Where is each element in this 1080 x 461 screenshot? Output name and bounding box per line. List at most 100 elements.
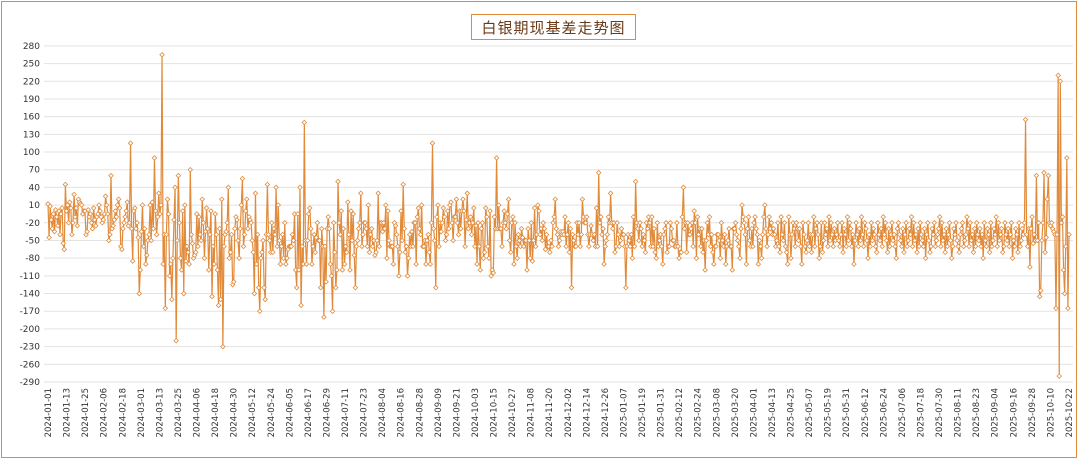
data-point	[68, 205, 74, 211]
data-point	[700, 249, 706, 256]
data-point	[880, 214, 887, 220]
chart-title-box: 白银期现基差走势图	[471, 14, 636, 40]
data-point	[356, 220, 363, 226]
x-tick-label: 2024-09-21	[452, 388, 462, 437]
data-point	[213, 231, 220, 238]
data-point	[46, 234, 52, 241]
data-point	[519, 234, 526, 241]
x-tick-label: 2024-07-23	[360, 388, 370, 437]
data-point	[465, 225, 472, 232]
data-point	[873, 249, 880, 256]
data-point	[1004, 237, 1010, 244]
data-point	[997, 231, 1004, 238]
data-point	[728, 243, 734, 250]
data-point	[553, 225, 560, 232]
data-point	[1061, 290, 1068, 297]
data-point	[272, 231, 278, 238]
data-point	[242, 208, 249, 214]
x-tick-label: 2025-07-18	[916, 388, 926, 437]
data-point	[358, 190, 364, 197]
data-point	[903, 220, 909, 226]
y-tick-label: 130	[23, 130, 40, 140]
data-point	[469, 220, 476, 226]
data-point	[257, 308, 263, 315]
data-point	[435, 202, 441, 208]
data-point	[487, 208, 493, 214]
data-point	[944, 243, 951, 250]
data-point	[428, 220, 435, 226]
data-point	[364, 243, 371, 250]
data-point	[973, 220, 980, 226]
data-point	[932, 243, 939, 250]
data-point	[985, 231, 992, 238]
data-point	[744, 225, 751, 232]
data-point	[531, 205, 538, 211]
data-point	[878, 225, 884, 232]
data-point	[569, 231, 576, 238]
data-point	[282, 220, 288, 226]
data-point	[734, 237, 741, 244]
data-point	[845, 237, 852, 244]
data-point	[205, 267, 212, 273]
data-point	[137, 267, 144, 273]
x-tick-label: 2024-08-04	[378, 388, 388, 437]
data-point	[441, 214, 448, 220]
data-point	[343, 249, 350, 256]
data-point	[224, 220, 230, 226]
data-point	[846, 220, 853, 226]
data-point	[819, 249, 826, 256]
data-point	[829, 231, 835, 238]
data-point	[158, 202, 164, 208]
data-point	[883, 237, 890, 244]
x-tick-label: 2025-10-22	[1065, 388, 1075, 437]
data-point	[969, 231, 976, 238]
data-point	[736, 243, 742, 250]
data-point	[91, 217, 98, 223]
data-point	[1041, 169, 1047, 176]
data-point	[304, 237, 311, 244]
data-point	[255, 284, 262, 291]
data-point	[311, 231, 317, 238]
data-point	[367, 231, 374, 238]
data-point	[355, 225, 362, 232]
data-point	[986, 249, 993, 256]
data-point	[192, 249, 199, 256]
data-point	[62, 181, 69, 188]
x-tick-label: 2024-12-26	[601, 388, 611, 437]
y-tick-label: 250	[23, 60, 40, 70]
data-point	[421, 243, 427, 250]
data-point	[182, 202, 188, 208]
data-point	[140, 243, 147, 250]
data-point	[782, 243, 789, 250]
data-point	[188, 231, 195, 238]
data-point	[89, 225, 96, 232]
data-point	[485, 243, 491, 250]
data-point	[991, 225, 997, 232]
data-point	[607, 190, 614, 197]
data-point	[1065, 305, 1071, 312]
data-point	[240, 243, 247, 250]
data-point	[776, 243, 782, 250]
data-point	[174, 237, 181, 244]
data-point	[58, 211, 64, 217]
data-point	[196, 214, 202, 220]
data-point	[87, 211, 94, 217]
x-tick-label: 2025-06-12	[861, 388, 871, 437]
data-point	[995, 220, 1002, 226]
data-point	[84, 228, 90, 235]
data-point	[742, 231, 749, 238]
data-point	[392, 222, 399, 229]
data-point	[209, 293, 215, 300]
data-point	[879, 243, 885, 250]
x-tick-label: 2024-08-16	[397, 388, 407, 437]
y-tick-label: -20	[25, 219, 40, 229]
data-point	[640, 231, 646, 238]
data-point	[960, 243, 967, 250]
data-point	[856, 225, 863, 232]
data-point	[931, 220, 938, 226]
data-point	[478, 225, 485, 232]
data-point	[413, 261, 419, 267]
data-point	[694, 214, 701, 220]
data-point	[333, 284, 339, 291]
data-point	[810, 214, 817, 220]
